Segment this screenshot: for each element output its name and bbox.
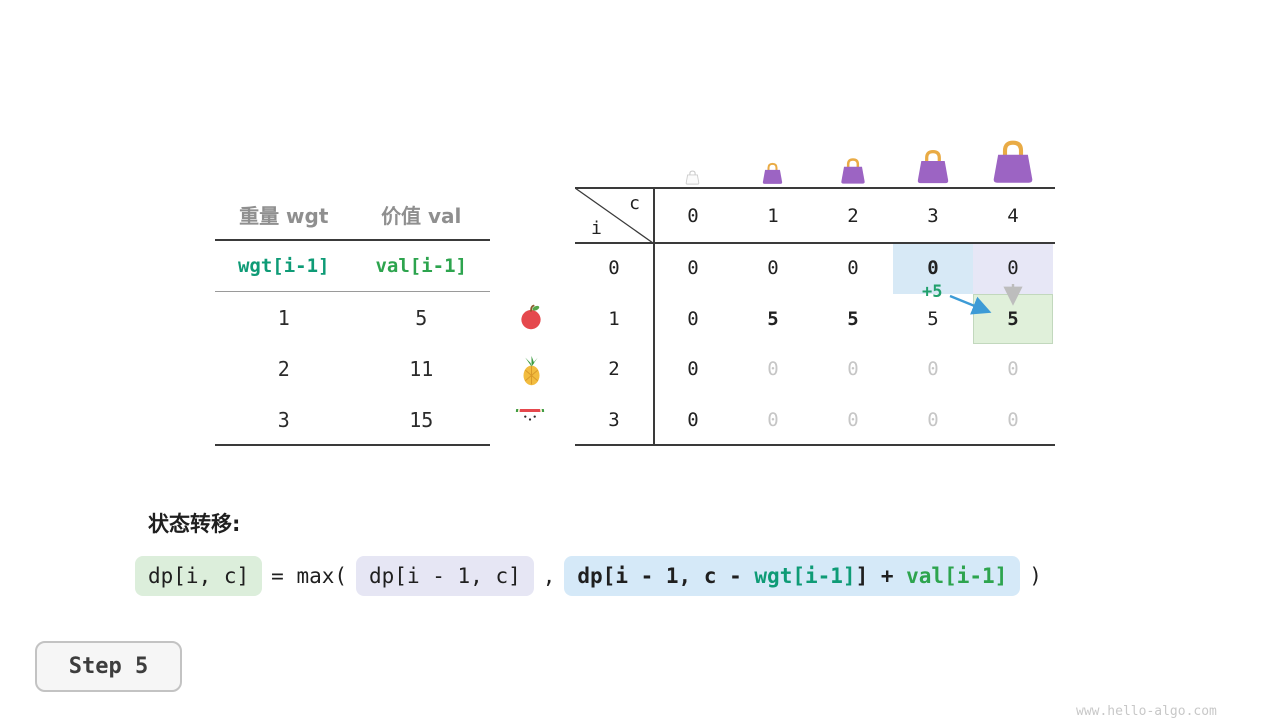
item-table-header: 重量 wgt 价值 val <box>215 190 490 239</box>
step-indicator[interactable]: Step 5 <box>35 641 182 692</box>
dp-cell-0-0: 0 <box>687 257 699 280</box>
dp-cell-1-2: 5 <box>847 307 859 330</box>
formula-lhs: dp[i, c] <box>135 556 263 596</box>
dp-table: c i 0 1 2 3 4 0 0 0 0 0 0 1 0 5 5 5 5 2 … <box>575 188 1053 445</box>
item-table-subheader-val: val[i-1] <box>375 255 467 277</box>
watermelon-icon <box>515 409 545 421</box>
bag-icon-capacity-2 <box>841 158 865 184</box>
bag-icon-capacity-0 <box>685 170 700 185</box>
dp-cell-2-4: 0 <box>1007 358 1019 381</box>
formula-arg-take-wgt: wgt[i-1] <box>754 564 856 588</box>
dp-cell-1-4-target: 5 <box>973 293 1053 344</box>
formula-arg-take-val: val[i-1] <box>906 564 1008 588</box>
corner-diagonal <box>575 188 653 243</box>
dp-col-header-0: 0 <box>687 204 699 227</box>
dp-cell-2-2: 0 <box>847 358 859 381</box>
formula-op: = max( <box>271 564 348 588</box>
corner-label-c: c <box>629 193 640 214</box>
formula-arg-skip: dp[i - 1, c] <box>356 556 534 596</box>
dp-col-header-4: 4 <box>1007 204 1019 227</box>
dp-cell-1-1: 5 <box>767 307 779 330</box>
dp-row-header-0: 0 <box>608 257 620 280</box>
dp-table-vertical-rule <box>653 188 655 445</box>
dp-table-top-rule <box>575 187 1055 189</box>
item-table-top-rule <box>215 239 490 241</box>
item-val-3: 15 <box>409 407 434 432</box>
state-transition-label: 状态转移: <box>148 512 241 536</box>
dp-cell-0-4-source-skip: 0 <box>973 243 1053 294</box>
dp-table-header-rule <box>575 242 1055 244</box>
dp-cell-0-1: 0 <box>767 257 779 280</box>
dp-col-header-3: 3 <box>927 204 939 227</box>
formula-arg-take-prefix: dp[i - 1, c - <box>577 564 755 588</box>
item-table-row-2: 2 11 <box>215 343 490 394</box>
dp-col-header-1: 1 <box>767 204 779 227</box>
dp-cell-3-3: 0 <box>927 408 939 431</box>
dp-table-bottom-rule <box>575 444 1055 446</box>
dp-row-header-2: 2 <box>608 358 620 381</box>
formula-arg-take-mid: ] + <box>855 564 907 588</box>
item-wgt-2: 2 <box>277 356 290 381</box>
apple-icon <box>521 304 541 330</box>
dp-corner-cell: c i <box>575 188 653 243</box>
dp-cell-2-0: 0 <box>687 358 699 381</box>
item-val-2: 11 <box>409 356 434 381</box>
item-table-row-1: 1 5 <box>215 292 490 343</box>
item-table-row-3: 3 15 <box>215 394 490 445</box>
item-wgt-1: 1 <box>277 305 290 330</box>
bag-icon-capacity-3 <box>917 149 949 184</box>
pineapple-icon <box>523 355 540 386</box>
dp-cell-2-1: 0 <box>767 358 779 381</box>
formula-comma: , <box>542 564 556 588</box>
item-val-1: 5 <box>415 305 428 330</box>
formula-arg-take: dp[i - 1, c - wgt[i-1]] + val[i-1] <box>564 556 1021 596</box>
dp-row-header-1: 1 <box>608 307 620 330</box>
dp-cell-3-0: 0 <box>687 408 699 431</box>
plus-value-annotation: +5 <box>922 282 943 302</box>
dp-cell-0-2: 0 <box>847 257 859 280</box>
watermark: www.hello-algo.com <box>1076 704 1217 719</box>
dp-cell-3-1: 0 <box>767 408 779 431</box>
dp-cell-3-2: 0 <box>847 408 859 431</box>
item-table-subheader: wgt[i-1] val[i-1] <box>215 241 490 291</box>
item-wgt-3: 3 <box>277 407 290 432</box>
dp-cell-1-3: 5 <box>927 307 939 330</box>
state-transition-formula: dp[i, c] = max( dp[i - 1, c] , dp[i - 1,… <box>135 556 1042 596</box>
item-table-header-val: 价值 val <box>381 204 462 228</box>
item-table-mid-rule <box>215 291 490 292</box>
formula-close-paren: ) <box>1029 564 1042 588</box>
bag-icon-capacity-1 <box>762 162 783 184</box>
dp-cell-1-0: 0 <box>687 307 699 330</box>
item-table-bottom-rule <box>215 444 490 446</box>
item-table-header-wgt: 重量 wgt <box>239 204 329 228</box>
item-table-subheader-wgt: wgt[i-1] <box>237 255 330 277</box>
dp-cell-3-4: 0 <box>1007 408 1019 431</box>
dp-col-header-2: 2 <box>847 204 859 227</box>
dp-row-header-3: 3 <box>608 408 620 431</box>
dp-cell-0-3-source-take: 0 <box>893 243 973 294</box>
dp-cell-2-3: 0 <box>927 358 939 381</box>
corner-label-i: i <box>591 218 602 239</box>
bag-icon-capacity-4 <box>993 140 1033 183</box>
